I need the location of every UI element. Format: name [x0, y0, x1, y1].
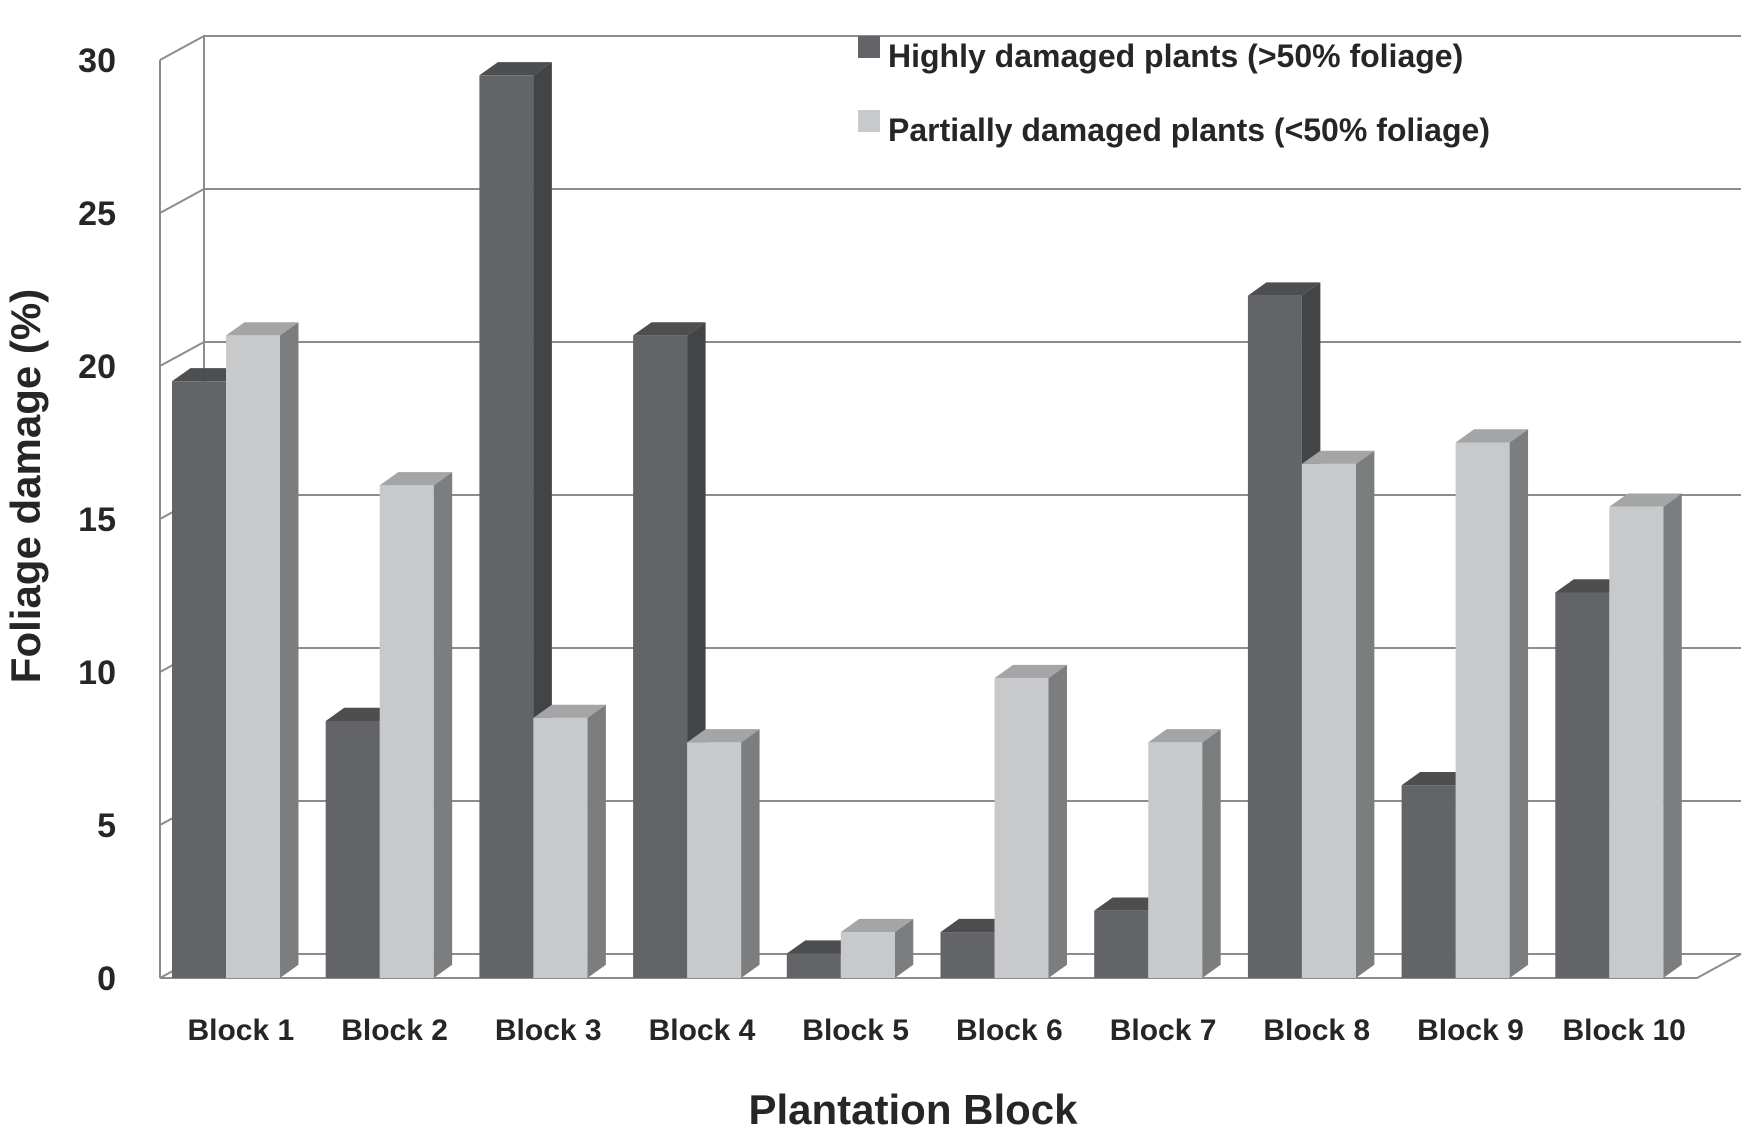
bar-block-3-partially-damaged — [533, 704, 606, 978]
bars — [172, 62, 1682, 979]
x-tick-label: Block 3 — [495, 1014, 602, 1047]
y-tick-label: 5 — [97, 807, 116, 845]
x-tick-label: Block 9 — [1417, 1014, 1524, 1047]
bar-block-9-partially-damaged — [1455, 429, 1529, 978]
gridline — [159, 341, 1741, 367]
y-tick-label: 20 — [78, 348, 116, 386]
y-tick-label: 25 — [78, 195, 116, 233]
legend-label-highly-damaged: Highly damaged plants (>50% foliage) — [888, 38, 1463, 74]
x-tick-label: Block 4 — [649, 1014, 756, 1047]
x-tick-label: Block 7 — [1110, 1014, 1217, 1047]
bar-block-4-highly-damaged — [633, 322, 706, 978]
y-axis-title: Foliage damage (%) — [2, 289, 49, 683]
bar-block-8-partially-damaged — [1301, 450, 1375, 979]
x-tick-label: Block 1 — [187, 1014, 294, 1047]
legend-swatch-highly-damaged — [858, 36, 880, 58]
gridline — [159, 188, 1741, 214]
x-tick-label: Block 6 — [956, 1014, 1063, 1047]
x-tick-labels: Block 1 Block 2 Block 3 Block 4 Block 5 Block… — [187, 1014, 1685, 1047]
bar-block-5-partially-damaged — [840, 918, 914, 978]
y-tick-label: 15 — [78, 501, 116, 539]
y-tick-label: 30 — [78, 42, 116, 80]
legend-swatch-partially-damaged — [858, 110, 880, 132]
bar-block-10-partially-damaged — [1609, 493, 1682, 978]
y-tick-label: 0 — [97, 960, 116, 998]
x-tick-label: Block 8 — [1263, 1014, 1370, 1047]
legend-label-partially-damaged: Partially damaged plants (<50% foliage) — [888, 112, 1490, 148]
x-tick-label: Block 5 — [802, 1014, 909, 1047]
y-tick-labels: 0 5 10 15 20 25 30 — [78, 42, 116, 998]
gridline — [159, 35, 1741, 61]
x-tick-label: Block 2 — [341, 1014, 448, 1047]
bar-block-6-partially-damaged — [994, 664, 1067, 978]
y-tick-label: 10 — [78, 654, 116, 692]
bar-block-2-partially-damaged — [379, 472, 453, 978]
x-axis-title: Plantation Block — [748, 1086, 1078, 1132]
legend: Highly damaged plants (>50% foliage) Par… — [858, 36, 1490, 148]
bar-block-8-highly-damaged — [1247, 282, 1321, 978]
bar-block-1-partially-damaged — [226, 322, 299, 978]
bar-block-3-highly-damaged — [479, 62, 552, 979]
bar-block-4-partially-damaged — [687, 729, 760, 978]
x-tick-label: Block 10 — [1562, 1014, 1685, 1047]
bar-block-7-partially-damaged — [1148, 729, 1221, 978]
